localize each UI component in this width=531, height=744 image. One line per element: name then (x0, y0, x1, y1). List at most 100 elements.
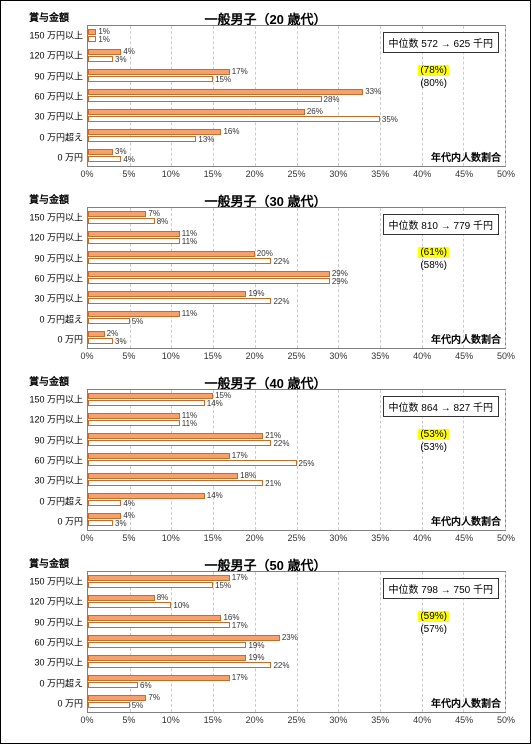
bar-label: 8% (157, 593, 169, 602)
plot-area: 15%14%11%11%21%22%17%25%18%21%14%4%4%3%中… (87, 389, 506, 531)
x-tick-label: 0% (80, 715, 93, 725)
bar-series2 (88, 318, 130, 324)
y-category-label: 150 万円以上 (29, 575, 83, 588)
pct-highlight: (59%) (418, 611, 449, 622)
x-tick-label: 20% (246, 351, 264, 361)
bar-label: 11% (182, 419, 197, 428)
x-tick-label: 20% (246, 715, 264, 725)
bar-label: 1% (98, 35, 110, 44)
bar-label: 17% (232, 621, 248, 630)
bar-label: 10% (173, 601, 189, 610)
y-category-label: 30 万円以上 (34, 110, 83, 123)
gridline (505, 390, 506, 530)
bar-series2 (88, 480, 263, 486)
y-categories: 150 万円以上120 万円以上90 万円以上60 万円以上30 万円以上0 万… (11, 389, 87, 531)
bar-series2 (88, 400, 205, 406)
bar-label: 15% (215, 75, 231, 84)
bar-group: 14% 4% (88, 492, 505, 508)
x-tick-label: 30% (329, 533, 347, 543)
x-tick-label: 30% (329, 715, 347, 725)
median-box: 中位数 572 → 625 千円 (383, 32, 499, 53)
bar-series1 (88, 473, 238, 479)
pct-highlight: (61%) (418, 247, 449, 258)
bar-group: 26%35% (88, 108, 505, 124)
y-category-label: 0 万円 (57, 150, 83, 163)
x-tick-label: 20% (246, 533, 264, 543)
y-category-label: 30 万円以上 (34, 474, 83, 487)
bar-group: 17%6% (88, 674, 505, 690)
x-tick-label: 30% (329, 169, 347, 179)
bar-label: 17% (232, 451, 248, 460)
y-category-label: 0 万円超え (39, 494, 83, 507)
x-tick-label: 15% (204, 715, 222, 725)
bar-label: 4% (123, 499, 135, 508)
y-category-label: 150 万円以上 (29, 211, 83, 224)
bar-label: 3% (115, 55, 127, 64)
gridline (505, 208, 506, 348)
y-category-label: 60 万円以上 (34, 272, 83, 285)
bar-label: 23% (282, 633, 298, 642)
bar-label: 22% (273, 439, 289, 448)
chart-0: 賞与金額一般男子（20 歳代）1%1%4%3%17%15%33%28%26%35… (11, 9, 520, 185)
pct-sub: (57%) (420, 624, 447, 635)
bar-series2 (88, 258, 271, 264)
chart-3: 賞与金額一般男子（50 歳代）17%15%8%10%16%17%23%19%19… (11, 555, 520, 731)
bar-label: 5% (132, 701, 144, 710)
gridline (505, 572, 506, 712)
bar-label: 11% (182, 309, 197, 318)
bar-label: 3% (115, 337, 127, 346)
bar-label: 22% (273, 297, 289, 306)
bar-label: 15% (215, 581, 231, 590)
bar-label: 29% (332, 277, 348, 286)
bar-series2 (88, 96, 322, 102)
median-box: 中位数 864 → 827 千円 (383, 396, 499, 417)
y-category-label: 90 万円以上 (34, 433, 83, 446)
bar-series2 (88, 156, 121, 162)
bar-series2 (88, 500, 121, 506)
x-tick-label: 45% (455, 533, 473, 543)
bar-label: 28% (324, 95, 340, 104)
bar-series2 (88, 218, 155, 224)
bar-series2 (88, 602, 171, 608)
y-category-label: 30 万円以上 (34, 292, 83, 305)
bar-series2 (88, 642, 246, 648)
bar-series2 (88, 622, 230, 628)
median-box: 中位数 810 → 779 千円 (383, 214, 499, 235)
bar-series1 (88, 149, 113, 155)
y-category-label: 60 万円以上 (34, 636, 83, 649)
x-tick-label: 35% (371, 715, 389, 725)
pct-highlight: (78%) (418, 65, 449, 76)
bar-label: 13% (198, 135, 214, 144)
plot-area: 17%15%8%10%16%17%23%19%19%22%17%6%7%5%中位… (87, 571, 506, 713)
bar-label: 35% (382, 115, 398, 124)
bar-series1 (88, 595, 155, 601)
x-tick-label: 15% (204, 533, 222, 543)
x-tick-label: 5% (122, 715, 135, 725)
x-tick-label: 30% (329, 351, 347, 361)
x-tick-label: 10% (162, 169, 180, 179)
x-tick-label: 10% (162, 533, 180, 543)
bar-series2 (88, 702, 130, 708)
y-category-label: 90 万円以上 (34, 69, 83, 82)
bar-group: 16%13% (88, 128, 505, 144)
x-tick-label: 35% (371, 169, 389, 179)
bar-group: 33%28% (88, 88, 505, 104)
bar-label: 17% (232, 573, 248, 582)
bar-series1 (88, 89, 363, 95)
pct-sub: (53%) (420, 442, 447, 453)
y-category-label: 0 万円 (57, 332, 83, 345)
x-tick-label: 50% (497, 533, 515, 543)
y-categories: 150 万円以上120 万円以上90 万円以上60 万円以上30 万円以上0 万… (11, 25, 87, 167)
y-category-label: 90 万円以上 (34, 251, 83, 264)
chart-2: 賞与金額一般男子（40 歳代）15%14%11%11%21%22%17%25%1… (11, 373, 520, 549)
bar-group: 19%22% (88, 654, 505, 670)
y-category-label: 120 万円以上 (29, 49, 83, 62)
bar-series2 (88, 136, 196, 142)
page: 賞与金額一般男子（20 歳代）1%1%4%3%17%15%33%28%26%35… (0, 0, 531, 744)
plot-area: 1%1%4%3%17%15%33%28%26%35%16%13%3%4%中位数 … (87, 25, 506, 167)
bar-series2 (88, 56, 113, 62)
bar-label: 14% (207, 491, 223, 500)
y-categories: 150 万円以上120 万円以上90 万円以上60 万円以上30 万円以上0 万… (11, 571, 87, 713)
x-tick-label: 25% (287, 351, 305, 361)
x-tick-label: 5% (122, 351, 135, 361)
